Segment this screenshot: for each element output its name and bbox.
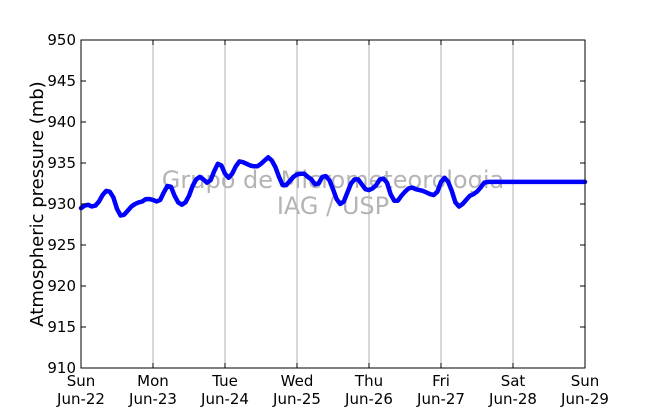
x-tick-sublabel-0: Jun-22: [56, 390, 105, 408]
series-line-0: [78, 155, 588, 218]
y-tick-label-6: 940: [47, 113, 76, 131]
x-tick-sublabel-7: Jun-29: [560, 390, 609, 408]
y-tick-label-2: 920: [47, 277, 76, 295]
y-tick-label-3: 925: [47, 236, 76, 254]
y-tick-label-8: 950: [47, 31, 76, 49]
y-tick-labels: 910 915 920 925 930 935 940 945 950: [47, 31, 76, 377]
y-axis-title: Atmospheric pressure (mb): [27, 81, 48, 326]
x-tick-label-2: Tue: [211, 372, 238, 390]
tick-marks: [80, 39, 586, 369]
x-tick-sublabel-2: Jun-24: [200, 390, 249, 408]
x-tick-label-5: Fri: [432, 372, 450, 390]
y-tick-label-7: 945: [47, 72, 76, 90]
y-tick-label-4: 930: [47, 195, 76, 213]
x-tick-sublabel-6: Jun-28: [488, 390, 537, 408]
x-tick-label-6: Sat: [501, 372, 526, 390]
x-tick-sublabel-4: Jun-26: [344, 390, 393, 408]
x-tick-label-3: Wed: [281, 372, 314, 390]
x-tick-sublabel-5: Jun-27: [416, 390, 465, 408]
x-tick-sublabel-3: Jun-25: [272, 390, 321, 408]
x-tick-label-0: Sun: [67, 372, 96, 390]
grid-lines: [152, 40, 514, 368]
series-layer: [78, 155, 588, 218]
x-tick-label-1: Mon: [137, 372, 169, 390]
x-tick-labels: SunJun-22MonJun-23TueJun-24WedJun-25ThuJ…: [56, 372, 609, 408]
y-tick-label-1: 915: [47, 318, 76, 336]
y-tick-label-0: 910: [47, 359, 76, 377]
x-tick-sublabel-1: Jun-23: [128, 390, 177, 408]
watermark-line2: IAG / USP: [277, 192, 389, 220]
x-tick-label-7: Sun: [571, 372, 600, 390]
x-tick-label-4: Thu: [354, 372, 383, 390]
y-tick-label-5: 935: [47, 154, 76, 172]
